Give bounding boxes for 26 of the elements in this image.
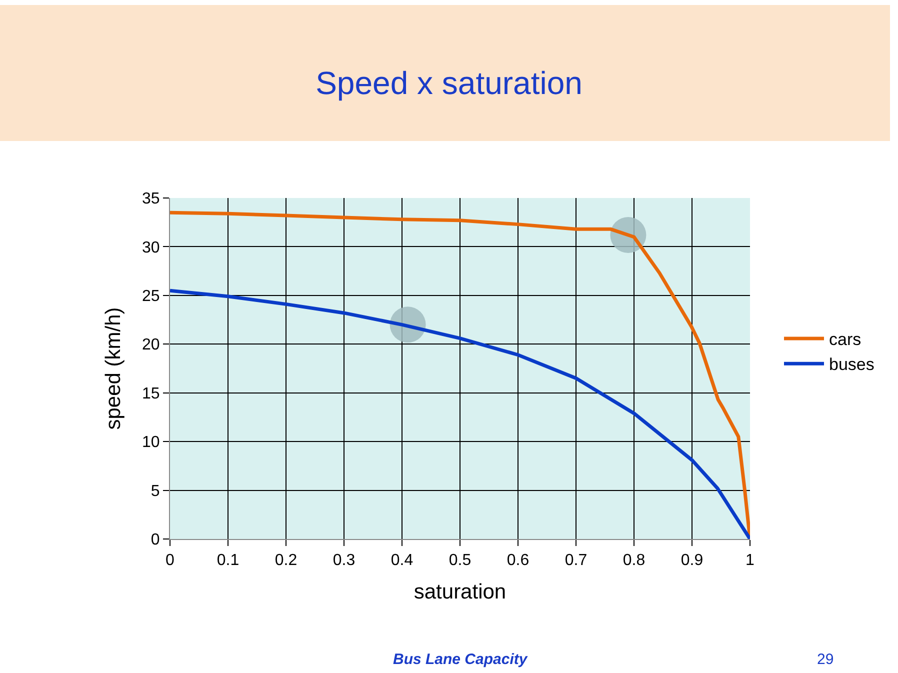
y-tick-label: 20 (142, 336, 160, 354)
x-tick-label: 0.9 (680, 552, 704, 570)
chart-title: Speed x saturation (316, 65, 582, 102)
legend-label: cars (829, 330, 862, 350)
y-axis-title: speed (km/h) (102, 307, 126, 430)
y-tick-label: 30 (142, 239, 160, 256)
text: Bus Lane Capacity (393, 651, 528, 668)
x-tick-label: 0.3 (332, 552, 356, 570)
text: 29 (817, 651, 834, 668)
y-tick-label: 15 (142, 385, 160, 402)
x-tick-label: 0.1 (216, 552, 240, 570)
x-tick-label: 0.4 (390, 552, 414, 570)
x-tick-label: 0 (166, 552, 175, 570)
legend-label: buses (829, 355, 874, 374)
x-tick-label: 0.7 (564, 552, 588, 570)
x-axis-title: saturation (414, 580, 506, 604)
y-tick-label: 25 (142, 288, 160, 306)
x-tick-label: 0.5 (448, 552, 472, 570)
y-tick-label: 5 (150, 482, 160, 500)
x-tick-label: 1 (746, 552, 755, 570)
x-tick-label: 0.2 (274, 552, 298, 570)
x-tick-label: 0.6 (506, 552, 530, 570)
y-tick-label: 10 (142, 434, 160, 452)
x-tick-label: 0.8 (622, 552, 646, 570)
y-tick-label: 0 (150, 532, 160, 549)
y-tick-label: 35 (142, 190, 160, 208)
